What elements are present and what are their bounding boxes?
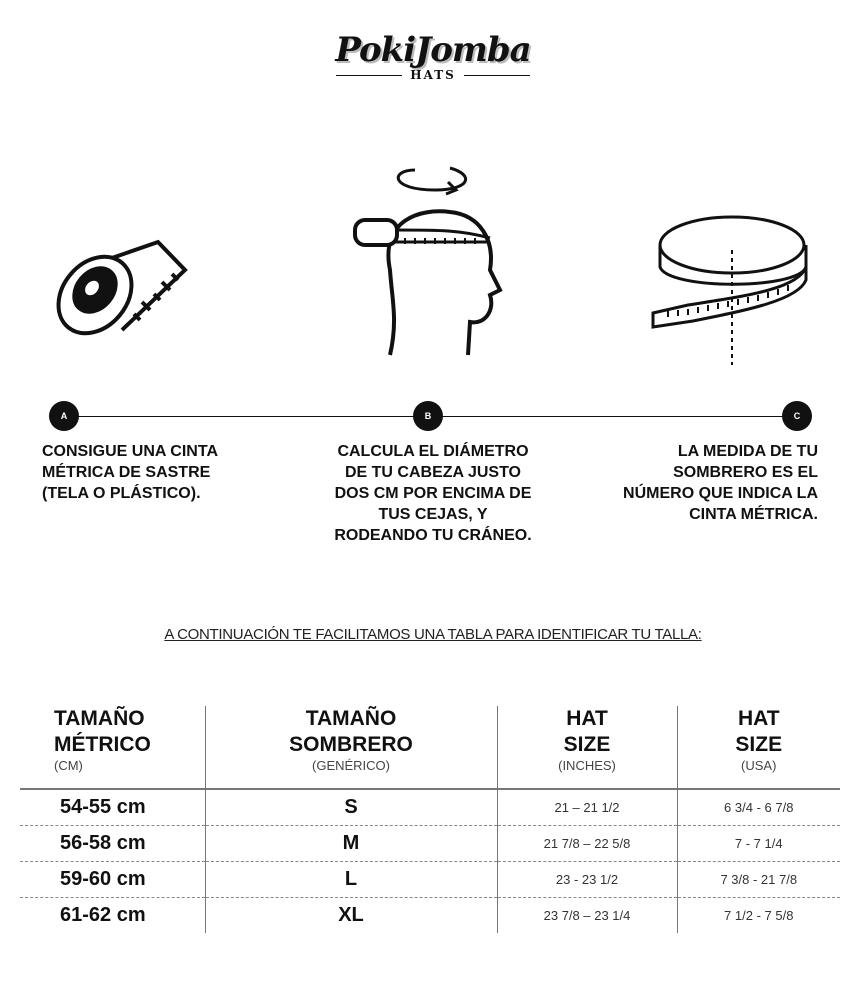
- table-row: 61-62 cm XL 23 7/8 – 23 1/4 7 1/2 - 7 5/8: [20, 896, 840, 933]
- table-row: 54-55 cm S 21 – 21 1/2 6 3/4 - 6 7/8: [20, 789, 840, 825]
- step-c-text: LA MEDIDA DE TU SOMBRERO ES EL NÚMERO QUE …: [623, 443, 818, 523]
- measuring-tape-roll-icon: [56, 239, 188, 336]
- step-b-badge: B: [413, 401, 443, 431]
- brand-logo: PokiJomba HATS: [300, 30, 566, 82]
- intro-text: A CONTINUACIÓN TE FACILITAMOS UNA TABLA …: [164, 626, 702, 643]
- head-measure-icon: [353, 166, 503, 356]
- tape-loop-icon: [651, 215, 808, 365]
- table-row: 59-60 cm L 23 - 23 1/2 7 3/8 - 21 7/8: [20, 860, 840, 897]
- table-row: 56-58 cm M 21 7/8 – 22 5/8 7 - 7 1/4: [20, 824, 840, 861]
- table-header: TAMAÑO MÉTRICO (CM) TAMAÑO SOMBRERO (GENÉRIC…: [20, 706, 840, 790]
- step-b-text: CALCULA EL DIÁMETRO DE TU CABEZA JUSTO DOS…: [334, 443, 532, 544]
- step-a-text: CONSIGUE UNA CINTA MÉTRICA DE SASTRE (TELA…: [42, 443, 218, 502]
- brand-sub: HATS: [410, 68, 456, 82]
- brand-name: PokiJomba: [335, 30, 531, 70]
- size-table: TAMAÑO MÉTRICO (CM) TAMAÑO SOMBRERO (GENÉRIC…: [20, 706, 840, 933]
- step-c-badge: C: [782, 401, 812, 431]
- step-a-badge: A: [49, 401, 79, 431]
